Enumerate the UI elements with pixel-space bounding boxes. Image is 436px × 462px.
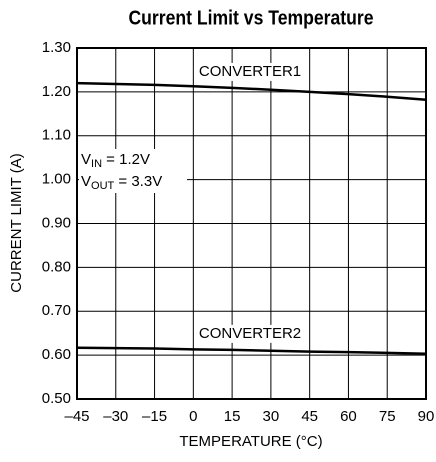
annotation-bg	[79, 149, 167, 171]
y-tick-label: 0.60	[42, 346, 71, 363]
annotation-text: = 3.3V	[114, 173, 162, 190]
series-label: CONVERTER2	[199, 325, 301, 342]
y-tick-label: 1.30	[42, 39, 71, 56]
annotation-sub: OUT	[91, 180, 115, 192]
x-axis-label: TEMPERATURE (°C)	[179, 433, 322, 450]
annotation-text: V	[81, 151, 91, 168]
x-tick-label: 75	[379, 408, 396, 425]
x-tick-label: –15	[142, 408, 167, 425]
annotation-text: = 1.2V	[102, 151, 150, 168]
series-label: CONVERTER1	[199, 63, 301, 80]
y-tick-label: 1.00	[42, 171, 71, 188]
x-tick-label: 45	[301, 408, 318, 425]
x-tick-label: –45	[64, 408, 89, 425]
chart-title: Current Limit vs Temperature	[128, 6, 373, 28]
x-tick-label: 0	[189, 408, 197, 425]
y-tick-label: 1.10	[42, 127, 71, 144]
annotation: VOUT = 3.3V	[81, 173, 162, 192]
y-tick-label: 0.70	[42, 302, 71, 319]
annotation-text: V	[81, 173, 91, 190]
x-tick-label: 30	[263, 408, 280, 425]
y-tick-label: 1.20	[42, 83, 71, 100]
y-tick-label: 0.80	[42, 258, 71, 275]
x-tick-label: 90	[418, 408, 435, 425]
annotation-sub: IN	[91, 158, 102, 170]
x-tick-label: 15	[224, 408, 241, 425]
series-label-bg	[196, 62, 304, 81]
y-axis-label: CURRENT LIMIT (A)	[8, 153, 25, 292]
line-series	[76, 346, 427, 356]
y-tick-label: 0.90	[42, 214, 71, 231]
x-tick-label: 60	[340, 408, 357, 425]
series-label-bg	[196, 324, 304, 343]
annotation: VIN = 1.2V	[81, 151, 150, 170]
line-series	[76, 81, 427, 102]
plot-frame	[76, 47, 427, 400]
x-tick-label: –30	[103, 408, 128, 425]
y-tick-label: 0.50	[42, 390, 71, 407]
annotation-bg	[79, 171, 187, 193]
